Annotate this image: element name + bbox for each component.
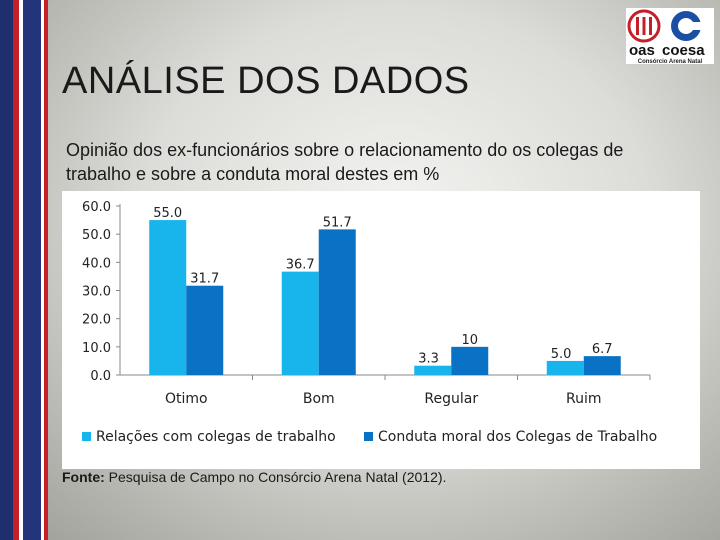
decor-stripe-blue (23, 0, 41, 540)
data-label: 5.0 (551, 347, 572, 362)
data-label: 36.7 (286, 258, 315, 273)
logo-mark-icon (627, 9, 702, 43)
decor-stripe-white-2 (41, 0, 44, 540)
chart-subtitle: Opinião dos ex-funcionários sobre o rela… (66, 140, 624, 184)
y-tick-label: 40.0 (82, 256, 111, 271)
source-text: Pesquisa de Campo no Consórcio Arena Nat… (104, 469, 447, 485)
legend-label: Relações com colegas de trabalho (96, 429, 336, 445)
bar-conduta-ruim (583, 356, 621, 375)
decor-stripe-red (13, 0, 19, 540)
y-tick-label: 10.0 (82, 341, 111, 356)
source-note: Fonte: Pesquisa de Campo no Consórcio Ar… (62, 469, 446, 485)
logo-right-text: coesa (662, 42, 705, 59)
category-label: Regular (424, 391, 478, 407)
legend-swatch (364, 432, 373, 441)
consortium-logo: oas coesa Consórcio Arena Natal (626, 8, 714, 65)
bar-conduta-regular (451, 346, 489, 375)
bar-relacoes-bom (281, 271, 319, 375)
data-label: 6.7 (592, 342, 613, 357)
bar-relacoes-ruim (546, 360, 584, 375)
logo-left-text: oas (629, 42, 655, 59)
logo-subtext: Consórcio Arena Natal (637, 59, 703, 65)
chart-panel: 0.0 10.0 20.0 30.0 40.0 50.0 60.0 55.0 31.7 Otimo… (62, 191, 700, 469)
category-label: Bom (303, 391, 335, 407)
legend-swatch (82, 432, 91, 441)
data-label: 31.7 (190, 272, 219, 287)
data-label: 51.7 (323, 215, 352, 230)
decor-stripe-red-2 (44, 0, 48, 540)
source-label: Fonte: (62, 469, 105, 485)
data-label: 10 (461, 333, 478, 348)
bar-conduta-otimo (186, 285, 224, 375)
bar-conduta-bom (318, 229, 356, 375)
y-tick-label: 30.0 (82, 285, 111, 300)
category-label: Ruim (566, 391, 602, 407)
y-tick-label: 60.0 (82, 200, 111, 215)
legend-label: Conduta moral dos Colegas de Trabalho (378, 429, 657, 445)
bar-relacoes-otimo (149, 220, 187, 375)
bar-relacoes-regular (414, 365, 452, 375)
y-tick-label: 50.0 (82, 228, 111, 243)
y-tick-label: 20.0 (82, 313, 111, 328)
data-label: 3.3 (418, 352, 439, 367)
decor-stripe-navy (0, 0, 13, 540)
y-tick-label: 0.0 (90, 369, 111, 384)
slide-title: ANÁLISE DOS DADOS (62, 60, 470, 102)
decor-stripe-white (19, 0, 23, 540)
category-label: Otimo (165, 391, 208, 407)
logo-wordmark: oas coesa (626, 42, 714, 59)
bar-chart: 0.0 10.0 20.0 30.0 40.0 50.0 60.0 55.0 31.7 Otimo… (82, 200, 657, 445)
data-label: 55.0 (153, 206, 182, 221)
